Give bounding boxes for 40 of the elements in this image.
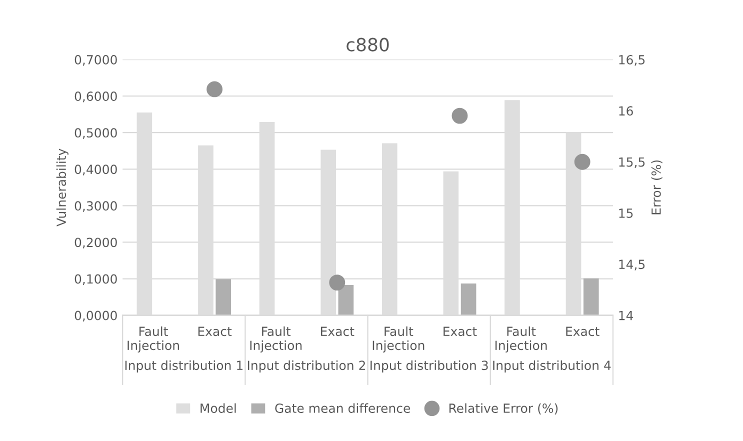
x-tick-label: Fault Injection — [128, 326, 179, 353]
x-tick-label: Exact — [566, 326, 600, 336]
text: Input distribution 1 — [125, 360, 242, 373]
y2-tick-label: 15,5 — [619, 157, 645, 168]
point — [574, 154, 590, 170]
y-tick-label: 0,0000 — [74, 310, 117, 322]
chart-title: c880 — [346, 38, 389, 52]
y-tick-label: 0,5000 — [74, 128, 117, 139]
y-axis-title: Vulnerability — [56, 148, 68, 226]
point — [452, 108, 468, 124]
point — [329, 274, 346, 291]
y2-tick-label: 16,5 — [619, 55, 645, 66]
y-tick-label: 0,3000 — [74, 201, 117, 212]
text: Input distribution 4 — [493, 360, 611, 373]
y-tick-label: 0,2000 — [74, 238, 117, 248]
bar — [216, 279, 232, 316]
y2-tick-label: 15 — [619, 208, 633, 218]
y-tick-label: 0,7000 — [74, 55, 117, 66]
y-tick-label: 0,1000 — [74, 274, 117, 285]
x-tick-label: Exact — [444, 326, 477, 336]
legend-label: Relative Error (%) — [449, 403, 558, 414]
x-tick-label: Exact — [198, 326, 232, 336]
x-tick-label: Fault Injection — [495, 326, 547, 353]
text: Input distribution 2 — [248, 360, 365, 373]
x-tick-label: Fault Injection — [372, 326, 424, 353]
y2-axis-title: Error (%) — [651, 160, 662, 214]
x-tick-label: Fault Injection — [250, 326, 302, 353]
bar — [460, 284, 476, 316]
y2-tick-label: 14 — [619, 310, 634, 320]
legend-label: Model — [200, 403, 236, 413]
y-tick-label: 0,6000 — [74, 92, 117, 102]
x-tick-label: Exact — [321, 326, 354, 336]
legend-label: Gate mean difference — [275, 403, 410, 413]
bar — [583, 278, 599, 316]
text: Input distribution 3 — [370, 360, 488, 373]
y2-tick-label: 16 — [619, 106, 633, 116]
y-tick-label: 0,4000 — [74, 164, 117, 176]
bar — [338, 284, 354, 316]
y2-tick-label: 14,5 — [619, 260, 645, 270]
point — [206, 81, 223, 98]
